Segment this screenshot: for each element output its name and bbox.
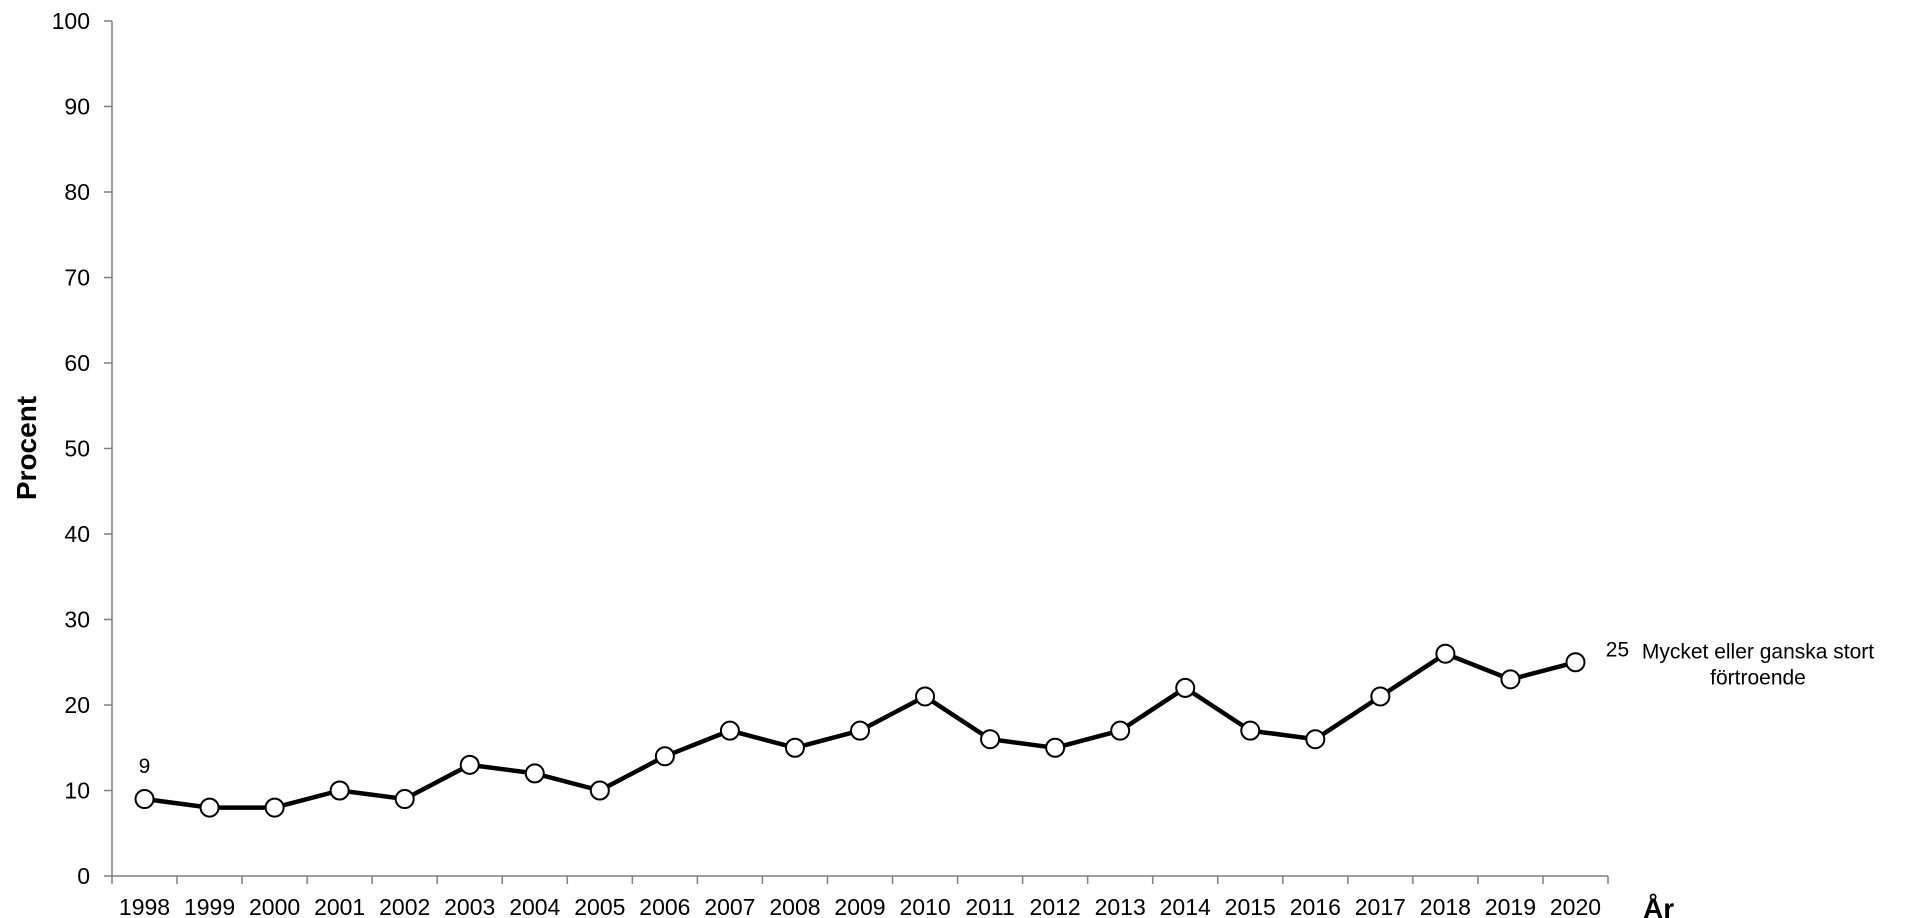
x-tick-label: 2002: [379, 894, 430, 918]
series-label-line: förtroende: [1710, 666, 1806, 689]
x-tick-label: 2007: [704, 894, 755, 918]
y-tick-label: 90: [64, 94, 90, 120]
data-point: [850, 720, 870, 741]
data-point: [134, 789, 155, 810]
x-tick-label: 1999: [184, 894, 235, 918]
data-point: [1500, 669, 1521, 690]
data-point: [1565, 652, 1586, 673]
data-point: [394, 789, 415, 810]
x-axis: 1998 1999 2000 2001 2002 2003 2004 2005 2006 2007…: [111, 875, 1609, 918]
data-point: [589, 780, 610, 801]
data-labels: Mycket eller ganska stort förtroende 9 25: [139, 638, 1875, 778]
x-tick-label: 2020: [1550, 894, 1601, 918]
x-tick-label: 2008: [769, 894, 820, 918]
y-tick-label: 40: [64, 521, 90, 547]
x-tick-label: 2016: [1290, 894, 1341, 918]
data-point: [784, 737, 805, 758]
x-tick-label: 2014: [1160, 894, 1211, 918]
x-tick-label: 2012: [1030, 894, 1081, 918]
y-tick-label: 80: [64, 179, 90, 205]
data-point: [264, 797, 285, 818]
x-tick-label: 2011: [965, 894, 1014, 918]
x-tick-label: 2001: [314, 894, 365, 918]
data-point: [1240, 720, 1261, 741]
x-tick-label: 2005: [574, 894, 625, 918]
data-label: 25: [1606, 638, 1629, 661]
data-point: [1370, 686, 1391, 707]
data-point: [915, 686, 936, 707]
y-tick-label: 60: [64, 350, 90, 376]
x-tick-label: 2018: [1420, 894, 1471, 918]
y-tick-label: 50: [64, 436, 90, 462]
series-label-line: Mycket eller ganska stort: [1642, 640, 1874, 663]
data-point: [980, 729, 1001, 750]
x-tick-label: 2010: [899, 894, 950, 918]
x-tick-label: 2006: [639, 894, 690, 918]
x-tick-label: 2003: [444, 894, 495, 918]
data-point: [1110, 720, 1131, 741]
data-point: [459, 754, 480, 775]
y-tick-label: 0: [77, 863, 90, 889]
series-label: Mycket eller ganska stort förtroende: [1642, 640, 1874, 689]
y-tick-label: 10: [64, 778, 90, 804]
y-tick-label: 100: [52, 8, 90, 34]
data-point: [329, 780, 350, 801]
x-tick-label: 2004: [509, 894, 560, 918]
x-tick-label: 2013: [1095, 894, 1146, 918]
data-point: [1305, 729, 1326, 750]
y-axis-title: Procent: [11, 396, 42, 500]
data-point: [719, 720, 740, 741]
y-tick-label: 70: [64, 265, 90, 291]
x-tick-label: 2019: [1485, 894, 1536, 918]
data-point: [1175, 677, 1196, 698]
data-point: [654, 746, 675, 767]
data-label: 9: [139, 755, 151, 778]
x-axis-title: År: [1643, 893, 1674, 918]
y-tick-label: 20: [64, 692, 90, 718]
series-group: [134, 643, 1586, 818]
data-point: [1045, 737, 1066, 758]
x-tick-label: 2015: [1225, 894, 1276, 918]
x-tick-label: 1998: [119, 894, 170, 918]
x-tick-label: 2017: [1355, 894, 1406, 918]
y-tick-label: 30: [64, 607, 90, 633]
y-axis: 0 10 20 30 40 50 60 70 80 90 100: [52, 8, 113, 889]
data-point: [1435, 643, 1456, 664]
x-tick-label: 2009: [834, 894, 885, 918]
x-tick-label: 2000: [249, 894, 300, 918]
data-point: [199, 797, 220, 818]
data-point: [524, 763, 545, 784]
